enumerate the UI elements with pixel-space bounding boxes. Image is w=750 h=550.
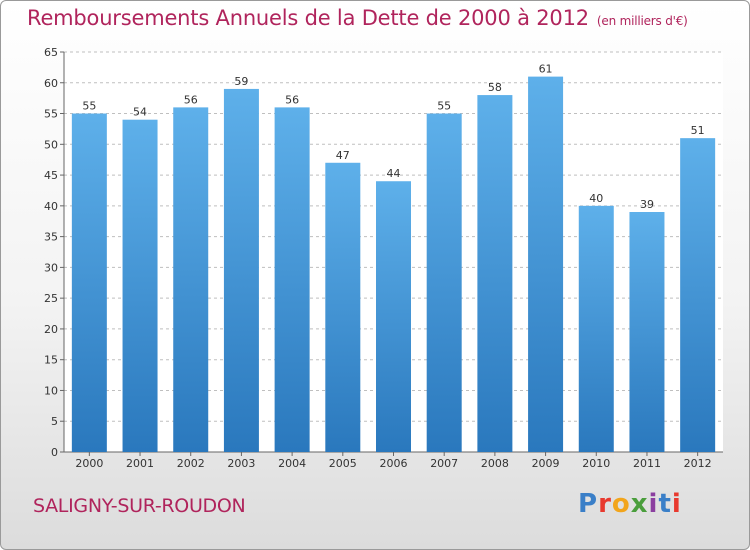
logo-letter: i — [671, 489, 682, 519]
commune-name: SALIGNY-SUR-ROUDON — [33, 495, 246, 517]
bar — [223, 88, 259, 452]
logo-letter: r — [598, 489, 612, 519]
x-tick-label: 2007 — [430, 457, 458, 470]
y-tick-label: 15 — [44, 354, 58, 367]
x-tick-label: 2006 — [380, 457, 408, 470]
y-tick-label: 50 — [44, 138, 58, 151]
data-label: 59 — [234, 75, 248, 88]
y-tick-label: 20 — [44, 323, 58, 336]
chart-title-line: Remboursements Annuels de la Dette de 20… — [27, 6, 688, 30]
bar — [122, 119, 158, 452]
bar — [477, 95, 513, 453]
bar — [71, 113, 107, 453]
x-tick-label: 2012 — [684, 457, 712, 470]
bar — [274, 107, 310, 452]
y-tick-label: 65 — [44, 46, 58, 59]
x-tick-label: 2008 — [481, 457, 509, 470]
bar — [376, 181, 411, 452]
data-label: 47 — [336, 149, 350, 162]
data-label: 56 — [285, 93, 299, 106]
bar — [578, 205, 614, 452]
bar — [680, 138, 716, 452]
bar — [173, 107, 209, 452]
y-tick-label: 45 — [44, 169, 58, 182]
logo-letter: i — [648, 489, 659, 519]
logo-letter: x — [630, 489, 649, 519]
bar — [528, 76, 564, 452]
x-tick-label: 2004 — [278, 457, 306, 470]
x-tick-label: 2001 — [126, 457, 154, 470]
logo-letter: o — [611, 489, 631, 519]
x-tick-label: 2009 — [532, 457, 560, 470]
x-tick-label: 2010 — [582, 457, 610, 470]
bar — [629, 212, 665, 452]
x-tick-label: 2000 — [75, 457, 103, 470]
data-label: 55 — [82, 100, 96, 113]
y-tick-label: 55 — [44, 108, 58, 121]
data-label: 58 — [488, 81, 502, 94]
x-tick-label: 2003 — [227, 457, 255, 470]
x-tick-label: 2002 — [177, 457, 205, 470]
y-tick-label: 60 — [44, 77, 58, 90]
y-tick-label: 30 — [44, 261, 58, 274]
x-tick-label: 2011 — [633, 457, 661, 470]
chart-title: Remboursements Annuels de la Dette de 20… — [27, 6, 589, 30]
data-label: 44 — [387, 167, 401, 180]
x-tick-label: 2005 — [329, 457, 357, 470]
chart-subtitle: (en milliers d'€) — [596, 14, 688, 28]
y-tick-label: 40 — [44, 200, 58, 213]
y-tick-label: 35 — [44, 231, 58, 244]
bar — [325, 162, 361, 452]
y-tick-label: 5 — [51, 415, 58, 428]
data-label: 61 — [539, 63, 553, 76]
logo-letter: P — [578, 489, 599, 519]
y-tick-label: 25 — [44, 292, 58, 305]
data-label: 51 — [691, 124, 705, 137]
data-label: 39 — [640, 198, 654, 211]
y-tick-label: 10 — [44, 384, 58, 397]
bar — [426, 113, 462, 453]
y-tick-label: 0 — [51, 446, 58, 459]
data-label: 54 — [133, 106, 147, 119]
proxiti-logo: Proxiti — [578, 489, 682, 519]
data-label: 40 — [589, 192, 603, 205]
data-label: 55 — [437, 100, 451, 113]
logo-letter: t — [658, 489, 672, 519]
data-label: 56 — [184, 93, 198, 106]
